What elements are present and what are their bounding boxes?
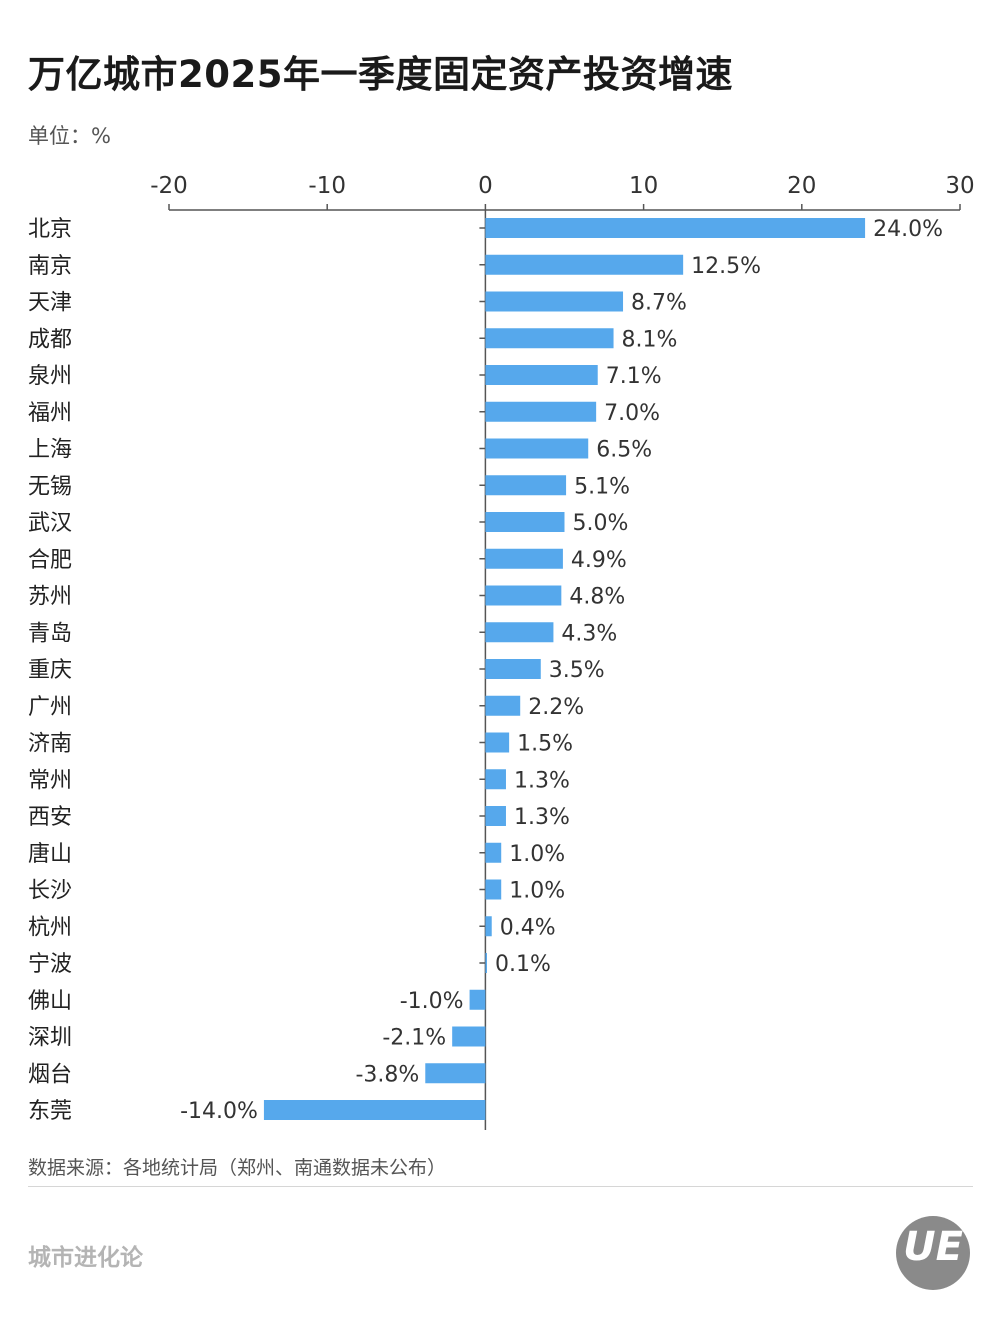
category-label: 北京 [28,217,72,242]
category-label: 杭州 [28,915,72,940]
data-label: 8.1% [622,327,678,352]
bar [485,879,502,900]
data-label: 0.1% [495,952,551,977]
data-label: 4.3% [561,621,617,646]
data-label: 4.9% [571,548,627,573]
category-label: 深圳 [28,1026,72,1051]
data-label: 1.0% [509,842,565,867]
data-label: 5.0% [573,511,629,536]
bar [469,989,486,1010]
category-label: 泉州 [28,364,72,389]
chart-title: 万亿城市2025年一季度固定资产投资增速 [28,53,733,96]
bar [485,585,562,606]
bar [485,916,492,937]
data-label: 3.5% [549,658,605,683]
bar [452,1026,486,1047]
category-label: 苏州 [28,585,72,610]
bar [485,365,598,385]
data-label: 6.5% [596,438,652,463]
data-label: 7.1% [606,364,662,389]
category-label: 成都 [28,327,72,352]
data-label: 2.2% [528,695,584,720]
bar [485,622,554,643]
category-label: 东莞 [28,1099,72,1124]
category-label: 重庆 [28,658,72,683]
category-label: 合肥 [28,548,72,573]
data-label: -1.0% [400,989,464,1014]
data-label: 0.4% [500,915,556,940]
data-label: 5.1% [574,474,630,499]
bar [263,1100,486,1120]
x-tick-label: 10 [629,173,658,199]
category-label: 佛山 [28,989,72,1014]
x-tick-label: -10 [308,173,346,199]
category-label: 武汉 [28,511,72,536]
data-label: 1.3% [514,768,570,793]
category-label: 无锡 [28,474,72,499]
bar [485,732,510,753]
data-label: 12.5% [691,254,761,279]
bar [485,291,624,312]
category-label: 济南 [28,732,72,757]
bar [485,806,506,826]
data-label: -2.1% [382,1026,446,1051]
data-label: 1.3% [514,805,570,830]
bar [485,401,597,422]
bar-chart: -20 -10 0 10 20 30 北京 24.0% 南京 12.5% 天津 8.7% 成都 8.1% 泉… [28,173,975,1130]
data-label: 1.0% [509,879,565,904]
category-label: 烟台 [28,1062,72,1087]
x-tick-label: -20 [150,173,188,199]
data-label: 1.5% [517,732,573,757]
bar [485,328,614,349]
category-label: 天津 [28,291,72,316]
data-source-note: 数据来源：各地统计局（郑州、南通数据未公布） [28,1157,447,1179]
category-label: 长沙 [28,879,72,904]
category-label: 西安 [28,805,72,830]
category-label: 宁波 [28,952,72,977]
category-label: 上海 [28,438,72,463]
data-label: 24.0% [873,217,943,242]
bar [485,659,541,679]
category-label: 青岛 [28,621,72,646]
bar [485,475,567,496]
category-label: 唐山 [28,842,72,867]
bar [485,218,866,238]
bar [485,953,487,973]
data-label: 4.8% [569,585,625,610]
bar [485,548,563,569]
bar [485,769,506,790]
data-label: -14.0% [180,1099,258,1124]
bar [485,254,684,275]
category-label: 南京 [28,254,72,279]
x-tick-label: 30 [945,173,974,199]
bar [485,842,502,863]
category-label: 福州 [28,401,72,426]
unit-label: 单位：% [28,124,111,148]
category-label: 常州 [28,768,72,793]
bar [425,1063,486,1084]
x-tick-label: 20 [787,173,816,199]
bar [485,512,565,532]
logo-text: UE [903,1224,963,1270]
footer-divider [28,1186,973,1187]
brand-logo-icon: UE [896,1216,970,1290]
data-label: -3.8% [355,1062,419,1087]
data-label: 8.7% [631,291,687,316]
bar [485,438,589,459]
x-tick-label: 0 [478,173,493,199]
bar [485,695,521,716]
brand-name: 城市进化论 [28,1245,143,1271]
data-label: 7.0% [604,401,660,426]
category-label: 广州 [28,695,72,720]
